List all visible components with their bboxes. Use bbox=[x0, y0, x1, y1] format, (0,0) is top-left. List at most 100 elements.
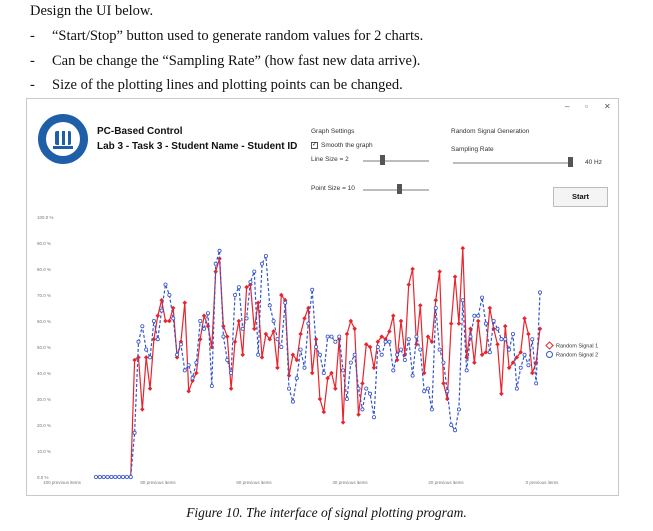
line-size-thumb[interactable] bbox=[380, 155, 385, 165]
series-2-point bbox=[495, 326, 500, 331]
series-line-1 bbox=[96, 248, 541, 478]
start-button[interactable]: Start bbox=[553, 187, 608, 207]
y-tick-label: 80.0 % bbox=[37, 267, 51, 272]
series-2-point bbox=[402, 357, 407, 362]
series-2-point bbox=[418, 347, 423, 352]
series-2-point bbox=[267, 303, 272, 308]
series-2-point bbox=[171, 316, 176, 321]
series-2-point bbox=[202, 326, 207, 331]
series-1-point bbox=[441, 381, 446, 386]
series-2-point bbox=[480, 295, 485, 300]
series-2-point bbox=[468, 334, 473, 339]
series-2-point bbox=[445, 389, 450, 394]
series-1-point bbox=[147, 386, 153, 391]
series-2-point bbox=[271, 318, 276, 323]
series-1-point bbox=[387, 329, 392, 334]
series-1-point bbox=[201, 313, 207, 319]
series-2-point bbox=[252, 269, 257, 274]
y-tick-label: 0.0 % bbox=[37, 475, 49, 480]
point-size-slider[interactable] bbox=[363, 189, 429, 191]
series-1-point bbox=[143, 355, 149, 360]
point-size-thumb[interactable] bbox=[397, 184, 402, 194]
series-2-point bbox=[518, 365, 523, 370]
series-2-point bbox=[472, 313, 477, 318]
series-1-point bbox=[240, 352, 245, 358]
series-1-point bbox=[271, 329, 276, 334]
y-tick-label: 60.0 % bbox=[37, 319, 51, 324]
bullet-mark: - bbox=[30, 53, 35, 69]
series-2-point bbox=[321, 370, 326, 375]
series-1-point bbox=[499, 391, 504, 397]
y-tick-label: 90.0 % bbox=[37, 241, 51, 246]
bullet-start-stop: “Start/Stop” button used to generate ran… bbox=[52, 28, 424, 44]
series-2-point bbox=[225, 357, 230, 362]
sampling-rate-value: 40 Hz bbox=[585, 159, 602, 166]
series-1-point bbox=[236, 318, 242, 324]
x-tick-label: 80 previous items bbox=[140, 480, 176, 485]
series-2-point bbox=[368, 391, 373, 396]
series-2-point bbox=[333, 339, 338, 344]
series-2-point bbox=[113, 474, 118, 479]
series-2-point bbox=[441, 360, 446, 365]
series-2-point bbox=[341, 368, 346, 373]
series-1-point bbox=[170, 305, 176, 311]
series-1-point bbox=[483, 349, 489, 355]
app-title: PC-Based Control bbox=[97, 126, 183, 137]
smooth-label: Smooth the graph bbox=[321, 142, 373, 149]
series-1-point bbox=[340, 420, 346, 425]
series-1-point bbox=[294, 357, 300, 363]
series-2-point bbox=[491, 318, 496, 323]
series-1-point bbox=[298, 331, 303, 337]
series-2-point bbox=[232, 292, 237, 297]
smooth-checkbox[interactable]: ✓ bbox=[311, 142, 318, 149]
series-2-point bbox=[329, 334, 334, 339]
series-2-point bbox=[306, 321, 311, 326]
series-1-point bbox=[275, 365, 280, 371]
series-2-point bbox=[229, 370, 234, 375]
series-2-point bbox=[514, 386, 519, 391]
series-2-point bbox=[534, 381, 539, 386]
series-1-point bbox=[309, 370, 315, 376]
minimize-icon[interactable]: – bbox=[565, 102, 570, 111]
series-1-point bbox=[429, 339, 435, 345]
series-2-point bbox=[310, 287, 315, 292]
series-2-point bbox=[283, 300, 288, 305]
series-2-point bbox=[437, 347, 442, 352]
series-2-point bbox=[132, 430, 137, 435]
legend-label: Random Signal 1 bbox=[556, 344, 598, 350]
series-2-point bbox=[244, 316, 249, 321]
series-2-point bbox=[260, 261, 265, 266]
series-2-point bbox=[352, 352, 357, 357]
series-1-point bbox=[460, 245, 466, 251]
series-1-point bbox=[487, 305, 493, 311]
series-2-point bbox=[538, 290, 543, 295]
university-logo-icon bbox=[38, 114, 88, 164]
series-2-point bbox=[97, 474, 102, 479]
series-2-point bbox=[213, 261, 218, 266]
maximize-icon[interactable]: ▫ bbox=[585, 102, 588, 111]
point-size-label: Point Size = 10 bbox=[311, 185, 355, 192]
series-2-point bbox=[456, 407, 461, 412]
series-1-point bbox=[290, 352, 296, 358]
line-size-slider[interactable] bbox=[363, 160, 429, 162]
series-2-point bbox=[344, 396, 349, 401]
series-2-point bbox=[163, 282, 168, 287]
series-1-point bbox=[325, 375, 330, 381]
series-1-point bbox=[228, 386, 234, 391]
series-1-point bbox=[279, 292, 284, 298]
sampling-rate-slider[interactable] bbox=[453, 162, 573, 164]
y-tick-label: 40.0 % bbox=[37, 371, 51, 376]
series-1-point bbox=[406, 282, 411, 287]
series-2-point bbox=[190, 376, 195, 381]
series-1-point bbox=[371, 365, 377, 371]
series-2-point bbox=[109, 474, 114, 479]
series-1-point bbox=[475, 318, 481, 324]
series-2-point bbox=[325, 334, 330, 339]
series-1-point bbox=[140, 407, 145, 412]
series-2-point bbox=[476, 313, 481, 318]
series-1-point bbox=[514, 355, 520, 360]
close-icon[interactable]: ✕ bbox=[604, 102, 611, 111]
sampling-rate-thumb[interactable] bbox=[568, 157, 573, 167]
series-2-point bbox=[159, 308, 164, 313]
